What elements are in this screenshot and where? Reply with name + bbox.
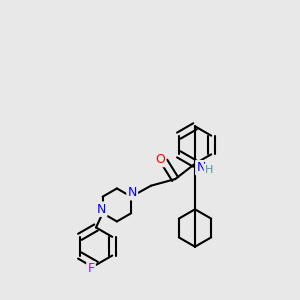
Text: N: N	[196, 161, 206, 174]
Text: F: F	[88, 262, 94, 275]
Text: N: N	[97, 203, 106, 216]
Text: O: O	[155, 153, 165, 166]
Text: N: N	[128, 186, 137, 199]
Text: H: H	[205, 165, 213, 175]
